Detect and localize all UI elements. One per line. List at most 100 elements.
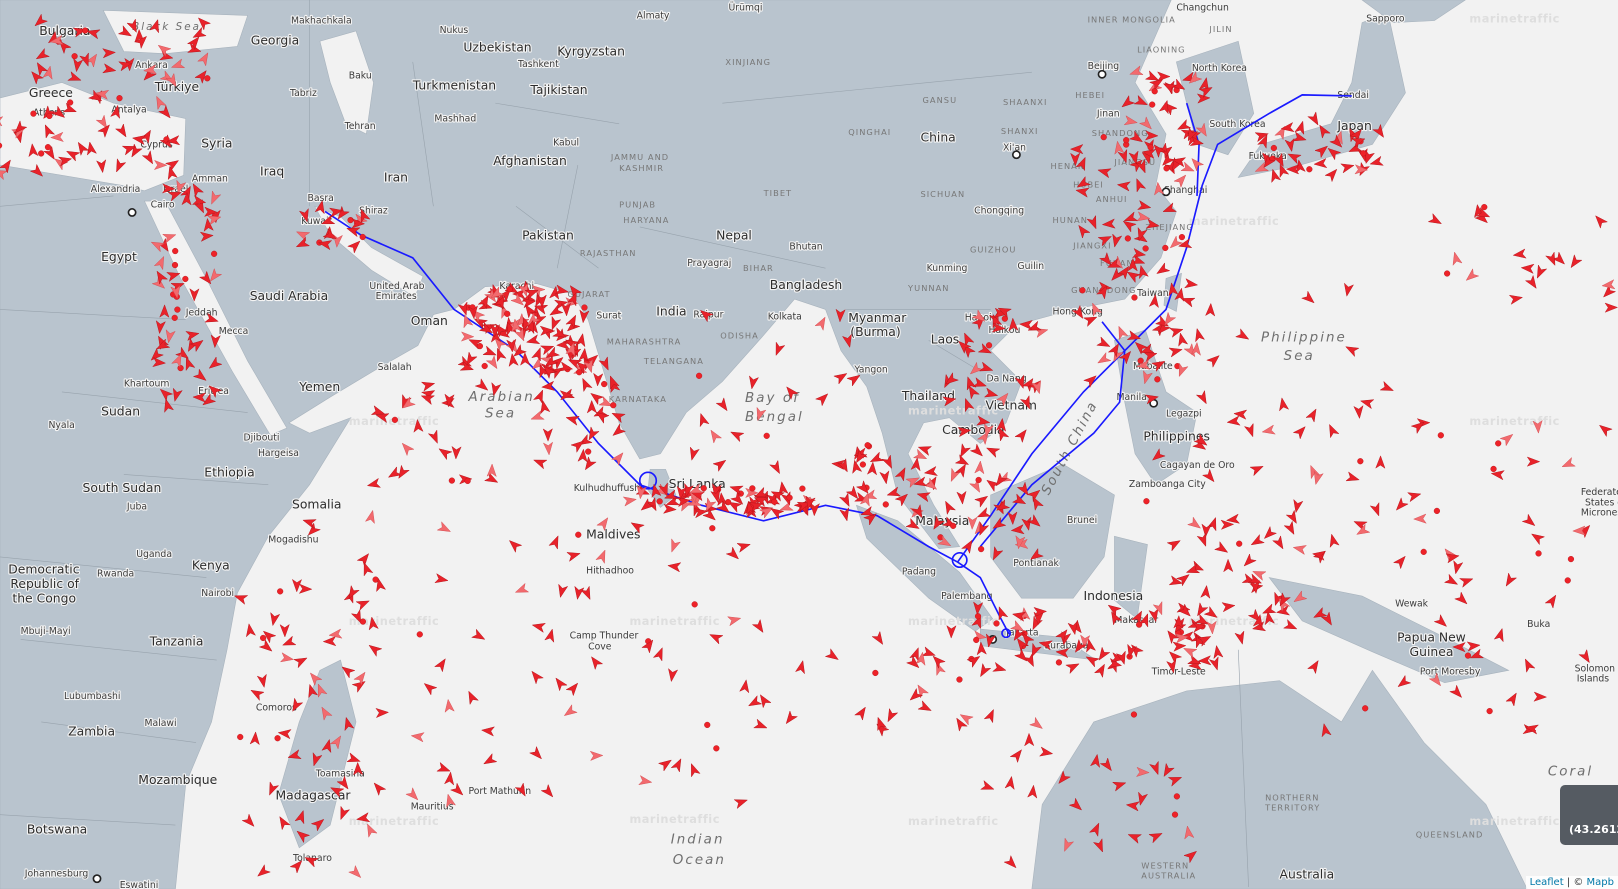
vessel-arrow-icon[interactable] <box>1512 248 1527 260</box>
vessel-stationary-marker[interactable] <box>585 448 592 455</box>
vessel-arrow-icon[interactable] <box>1115 650 1128 665</box>
vessel-arrow-icon[interactable] <box>467 335 483 350</box>
vessel-arrow-icon[interactable] <box>1026 320 1042 334</box>
vessel-arrow-icon[interactable] <box>199 231 214 242</box>
vessel-arrow-icon[interactable] <box>1526 456 1541 467</box>
vessel-arrow-icon[interactable] <box>1161 311 1177 327</box>
vessel-arrow-icon[interactable] <box>350 609 365 625</box>
vessel-arrow-icon[interactable] <box>566 549 581 562</box>
vessel-arrow-icon[interactable] <box>983 708 998 724</box>
vessel-stationary-marker[interactable] <box>1137 357 1144 364</box>
vessel-arrow-icon[interactable] <box>345 224 361 238</box>
vessel-arrow-icon[interactable] <box>658 482 672 498</box>
vessel-stationary-marker[interactable] <box>67 99 74 106</box>
vessel-arrow-icon[interactable] <box>1592 213 1608 229</box>
vessel-arrow-icon[interactable] <box>195 15 212 31</box>
vessel-arrow-icon[interactable] <box>1261 525 1278 542</box>
vessel-arrow-icon[interactable] <box>824 648 840 664</box>
vessel-arrow-icon[interactable] <box>536 294 547 309</box>
vessel-arrow-icon[interactable] <box>444 771 456 786</box>
vessel-arrow-icon[interactable] <box>490 323 501 338</box>
vessel-arrow-icon[interactable] <box>420 392 436 406</box>
vessel-arrow-icon[interactable] <box>860 505 875 519</box>
vessel-arrow-icon[interactable] <box>1038 638 1053 651</box>
vessel-arrow-icon[interactable] <box>198 270 214 286</box>
vessel-arrow-icon[interactable] <box>182 356 196 372</box>
vessel-arrow-icon[interactable] <box>772 341 786 357</box>
vessel-arrow-icon[interactable] <box>260 628 277 644</box>
leaflet-link[interactable]: Leaflet <box>1529 877 1564 888</box>
vessel-arrow-icon[interactable] <box>595 548 609 564</box>
vessel-arrow-icon[interactable] <box>610 409 626 424</box>
vessel-arrow-icon[interactable] <box>580 585 595 601</box>
vessel-arrow-icon[interactable] <box>510 318 522 333</box>
vessel-arrow-icon[interactable] <box>1138 612 1152 628</box>
vessel-arrow-icon[interactable] <box>1505 691 1520 707</box>
vessel-arrow-icon[interactable] <box>154 338 171 353</box>
vessel-arrow-icon[interactable] <box>542 441 554 456</box>
vessel-arrow-icon[interactable] <box>1427 213 1443 228</box>
vessel-arrow-icon[interactable] <box>1070 152 1081 167</box>
vessel-arrow-icon[interactable] <box>1019 630 1035 647</box>
vessel-arrow-icon[interactable] <box>547 304 564 319</box>
vessel-stationary-marker[interactable] <box>481 362 488 370</box>
vessel-arrow-icon[interactable] <box>1490 469 1505 481</box>
vessel-arrow-icon[interactable] <box>197 50 212 67</box>
vessel-arrow-icon[interactable] <box>1551 251 1567 267</box>
vessel-stationary-marker[interactable] <box>1154 376 1161 383</box>
vessel-arrow-icon[interactable] <box>342 716 355 732</box>
vessel-arrow-icon[interactable] <box>710 488 723 504</box>
vessel-stationary-marker[interactable] <box>182 275 189 283</box>
vessel-arrow-icon[interactable] <box>210 334 221 349</box>
vessel-arrow-icon[interactable] <box>1499 431 1515 447</box>
vessel-arrow-icon[interactable] <box>558 361 574 374</box>
vessel-arrow-icon[interactable] <box>1014 535 1026 550</box>
vessel-arrow-icon[interactable] <box>1243 422 1257 439</box>
vessel-arrow-icon[interactable] <box>1345 471 1360 484</box>
vessel-arrow-icon[interactable] <box>1567 254 1583 270</box>
vessel-arrow-icon[interactable] <box>652 646 666 662</box>
vessel-arrow-icon[interactable] <box>291 578 303 593</box>
vessel-arrow-icon[interactable] <box>514 582 530 596</box>
vessel-arrow-icon[interactable] <box>586 399 597 414</box>
vessel-arrow-icon[interactable] <box>1311 549 1327 561</box>
vessel-arrow-icon[interactable] <box>1180 161 1196 175</box>
vessel-arrow-icon[interactable] <box>544 628 557 643</box>
vessel-arrow-icon[interactable] <box>1092 838 1107 854</box>
vessel-stationary-marker[interactable] <box>1143 498 1150 505</box>
vessel-arrow-icon[interactable] <box>769 459 784 475</box>
vessel-arrow-icon[interactable] <box>1131 247 1147 259</box>
vessel-arrow-icon[interactable] <box>866 461 878 476</box>
vessel-arrow-icon[interactable] <box>993 472 1008 488</box>
vessel-arrow-icon[interactable] <box>736 540 751 553</box>
vessel-arrow-icon[interactable] <box>1069 144 1084 155</box>
vessel-stationary-marker[interactable] <box>1481 203 1488 211</box>
vessel-arrow-icon[interactable] <box>174 179 187 195</box>
vessel-arrow-icon[interactable] <box>716 500 732 516</box>
vessel-arrow-icon[interactable] <box>471 628 487 643</box>
vessel-arrow-icon[interactable] <box>12 120 28 136</box>
vessel-arrow-icon[interactable] <box>152 356 167 368</box>
vessel-arrow-icon[interactable] <box>167 188 183 202</box>
vessel-arrow-icon[interactable] <box>1111 778 1128 792</box>
vessel-arrow-icon[interactable] <box>328 206 344 218</box>
vessel-arrow-icon[interactable] <box>528 668 544 685</box>
vessel-arrow-icon[interactable] <box>281 635 297 649</box>
vessel-arrow-icon[interactable] <box>911 504 926 520</box>
vessel-stationary-marker[interactable] <box>575 531 582 538</box>
vessel-stationary-marker[interactable] <box>786 494 793 501</box>
vessel-arrow-icon[interactable] <box>1203 605 1219 622</box>
vessel-arrow-icon[interactable] <box>457 301 471 317</box>
vessel-arrow-icon[interactable] <box>1524 723 1539 735</box>
vessel-arrow-icon[interactable] <box>1233 409 1248 420</box>
vessel-arrow-icon[interactable] <box>1139 343 1155 357</box>
vessel-stationary-marker[interactable] <box>177 364 184 372</box>
vessel-arrow-icon[interactable] <box>1128 65 1144 79</box>
vessel-arrow-icon[interactable] <box>1450 251 1463 266</box>
vessel-arrow-icon[interactable] <box>520 352 531 366</box>
vessel-arrow-icon[interactable] <box>421 680 438 696</box>
vessel-arrow-icon[interactable] <box>909 646 923 662</box>
vessel-stationary-marker[interactable] <box>174 306 181 313</box>
vessel-arrow-icon[interactable] <box>1080 634 1091 649</box>
vessel-stationary-marker[interactable] <box>347 216 354 224</box>
